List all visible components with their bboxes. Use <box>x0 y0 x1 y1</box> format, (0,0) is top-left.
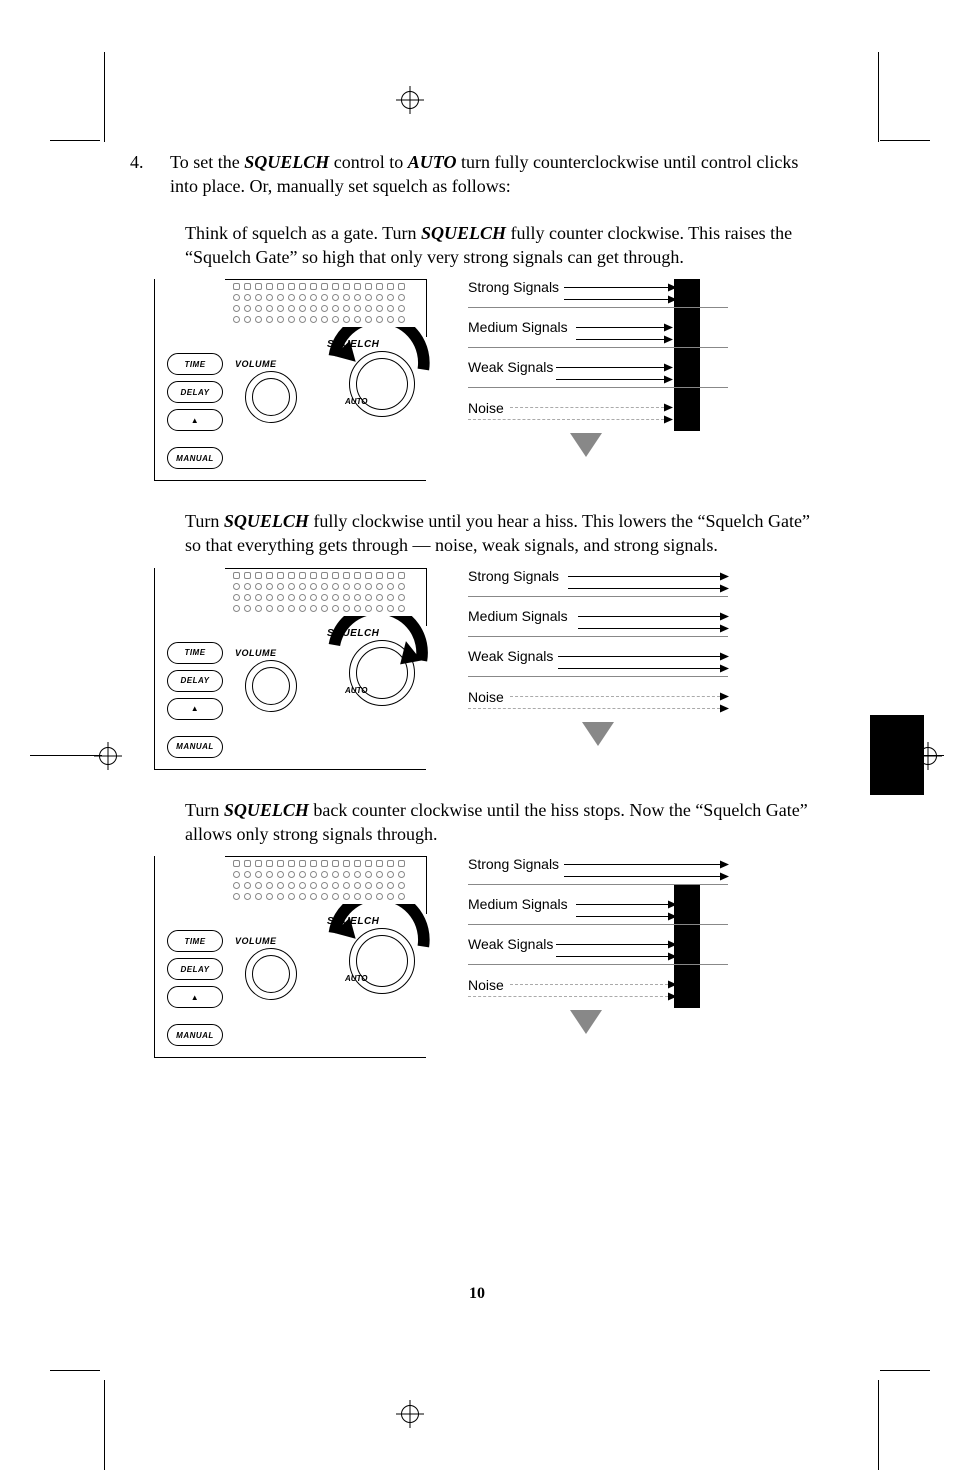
squelch-gate-chart-3: Strong Signals Medium Signals Weak Signa… <box>468 856 728 1034</box>
volume-knob <box>245 660 297 712</box>
gate-block <box>674 279 700 431</box>
crop-mark <box>878 52 879 142</box>
squelch-gate-chart-2: Strong Signals Medium Signals Weak Signa… <box>468 568 728 746</box>
auto-label: AUTO <box>345 974 368 983</box>
level-label: Medium Signals <box>468 896 568 912</box>
level-label: Weak Signals <box>468 648 553 664</box>
page-number: 10 <box>0 1285 954 1303</box>
radio-panel-1: SQUELCH VOLUME TIME DELAY ▲ MANUAL AUTO <box>154 279 426 481</box>
volume-label: VOLUME <box>235 936 277 946</box>
level-label: Medium Signals <box>468 608 568 624</box>
level-label: Strong Signals <box>468 856 559 872</box>
volume-label: VOLUME <box>235 648 277 658</box>
squelch-para-1: Think of squelch as a gate. Turn SQUELCH… <box>185 221 830 270</box>
gate-wedge-icon <box>570 433 602 457</box>
delay-button: DELAY <box>167 670 223 692</box>
auto-label: AUTO <box>345 686 368 695</box>
crop-mark <box>104 52 105 142</box>
squelch-para-3: Turn SQUELCH back counter clockwise unti… <box>185 798 830 847</box>
manual-button: MANUAL <box>167 447 223 469</box>
gate-block <box>674 884 700 1008</box>
registration-mark <box>94 742 122 770</box>
volume-knob <box>245 948 297 1000</box>
manual-button: MANUAL <box>167 736 223 758</box>
level-label: Weak Signals <box>468 359 553 375</box>
crop-mark <box>878 1380 879 1470</box>
radio-panel-2: SQUELCH VOLUME TIME DELAY ▲ MANUAL AUTO <box>154 568 426 770</box>
crop-mark <box>50 140 100 141</box>
crop-mark <box>880 1370 930 1371</box>
crop-mark <box>30 755 102 756</box>
crop-mark <box>50 1370 100 1371</box>
volume-knob <box>245 371 297 423</box>
radio-panel-3: SQUELCH VOLUME TIME DELAY ▲ MANUAL AUTO <box>154 856 426 1058</box>
level-label: Strong Signals <box>468 279 559 295</box>
level-label: Noise <box>468 400 504 416</box>
squelch-para-2: Turn SQUELCH fully clockwise until you h… <box>185 509 830 558</box>
step-text: To set the SQUELCH control to AUTO turn … <box>170 150 830 199</box>
up-button: ▲ <box>167 409 223 431</box>
crop-mark <box>104 1380 105 1470</box>
level-label: Strong Signals <box>468 568 559 584</box>
auto-label: AUTO <box>345 397 368 406</box>
time-button: TIME <box>167 353 223 375</box>
side-tab-black <box>870 715 924 795</box>
level-label: Weak Signals <box>468 936 553 952</box>
level-label: Noise <box>468 977 504 993</box>
squelch-gate-chart-1: Strong Signals Medium Signals Weak Signa… <box>468 279 728 457</box>
delay-button: DELAY <box>167 381 223 403</box>
time-button: TIME <box>167 930 223 952</box>
step-number: 4. <box>130 150 152 199</box>
time-button: TIME <box>167 642 223 664</box>
volume-label: VOLUME <box>235 359 277 369</box>
up-button: ▲ <box>167 698 223 720</box>
registration-mark <box>396 1400 424 1428</box>
level-label: Noise <box>468 689 504 705</box>
registration-mark <box>396 86 424 114</box>
up-button: ▲ <box>167 986 223 1008</box>
manual-button: MANUAL <box>167 1024 223 1046</box>
cw-arrow-icon <box>315 616 435 674</box>
delay-button: DELAY <box>167 958 223 980</box>
ccw-arrow-icon <box>315 904 435 962</box>
crop-mark <box>880 140 930 141</box>
gate-wedge-icon <box>570 1010 602 1034</box>
step-4: 4. To set the SQUELCH control to AUTO tu… <box>130 150 830 199</box>
gate-wedge-icon <box>582 722 614 746</box>
level-label: Medium Signals <box>468 319 568 335</box>
ccw-arrow-icon <box>315 327 435 385</box>
